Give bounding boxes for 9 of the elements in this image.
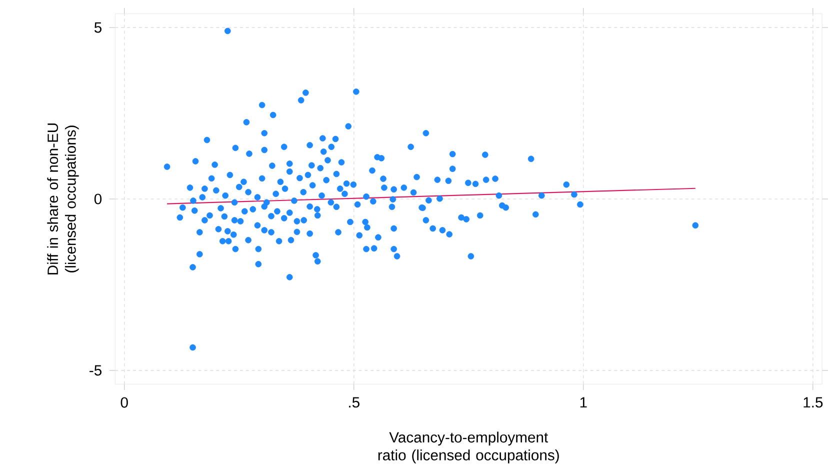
x-tick-label: 0 (120, 397, 128, 408)
x-tick-label: 1 (580, 397, 587, 408)
x-axis-title: Vacancy-to-employment ratio (licensed occupations) (378, 432, 559, 464)
y-axis-title: Diff in share of non-EU (licensed occupations) (47, 123, 79, 274)
y-tick-label: 0 (94, 194, 102, 204)
x-tick-label: 1.5 (804, 397, 823, 408)
y-tick-label: -5 (90, 365, 102, 376)
x-tick-label: .5 (349, 397, 360, 408)
y-tick-label: 5 (94, 22, 102, 33)
